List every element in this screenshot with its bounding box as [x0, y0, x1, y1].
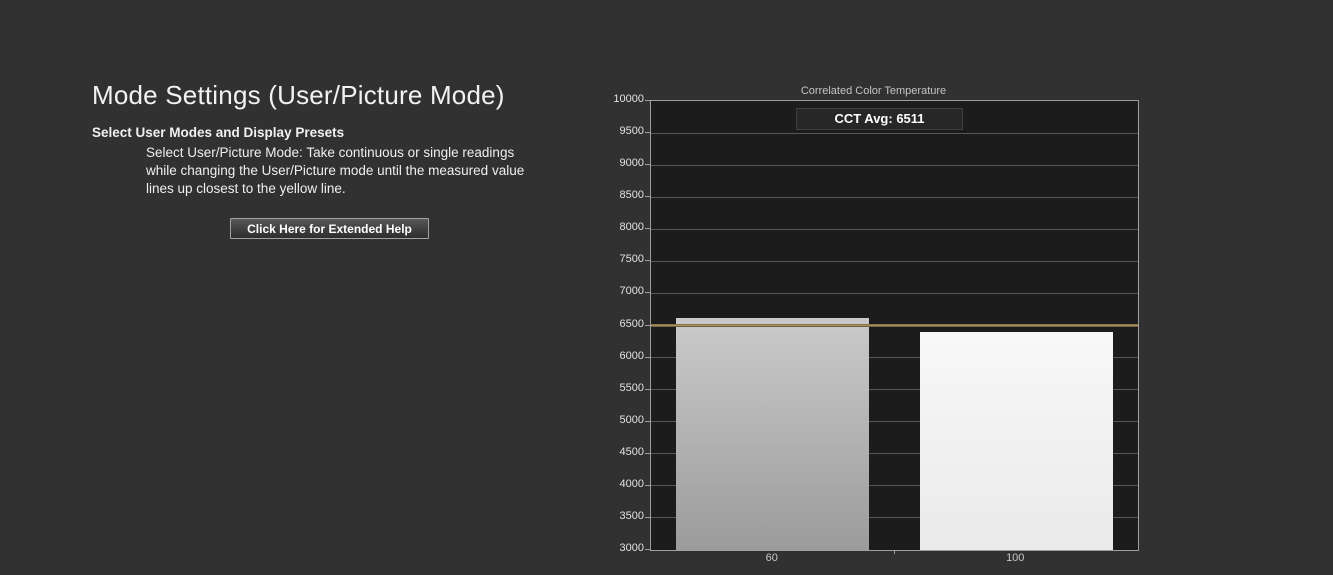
y-axis-tick-label: 6500 [619, 317, 644, 330]
gridline [651, 453, 1138, 455]
y-axis-tick-label: 5000 [619, 413, 644, 426]
gridline [651, 228, 1138, 230]
gridline [651, 389, 1138, 391]
y-axis-tick [645, 132, 650, 134]
gridline [651, 421, 1138, 423]
y-axis-tick-label: 9000 [619, 157, 644, 170]
y-axis-tick-label: 4000 [619, 477, 644, 490]
target-cct-line [651, 324, 1138, 327]
gridline [651, 132, 1138, 134]
gridline [651, 260, 1138, 262]
y-axis-tick-label: 5500 [619, 381, 644, 394]
cct-bar [676, 318, 870, 550]
y-axis-tick-label: 9500 [619, 125, 644, 138]
y-axis-tick-label: 6000 [619, 349, 644, 362]
gridline [651, 164, 1138, 166]
y-axis-tick [645, 388, 650, 390]
y-axis-tick-label: 7000 [619, 285, 644, 298]
cct-bar [919, 331, 1113, 550]
y-axis-tick [645, 292, 650, 294]
y-axis-tick [645, 196, 650, 198]
x-axis-tick-label: 100 [1006, 552, 1025, 564]
extended-help-button[interactable]: Click Here for Extended Help [230, 218, 429, 239]
instructions-text: Select User/Picture Mode: Take continuou… [146, 145, 525, 196]
y-axis-tick [645, 356, 650, 358]
page-title: Mode Settings (User/Picture Mode) [92, 80, 505, 110]
chart-title: Correlated Color Temperature [800, 85, 947, 97]
y-axis-tick-label: 7500 [619, 253, 644, 266]
section-subtitle: Select User Modes and Display Presets [92, 125, 345, 140]
x-axis-tick-label: 60 [765, 552, 778, 564]
cct-plot-area: CCT Avg: 6511 [650, 100, 1139, 551]
x-axis-tick [893, 550, 895, 554]
y-axis-tick-label: 8000 [619, 221, 644, 234]
y-axis-tick [645, 420, 650, 422]
y-axis-tick [645, 260, 650, 262]
gridline [651, 485, 1138, 487]
y-axis-tick [645, 100, 650, 101]
gridline [651, 196, 1138, 198]
y-axis-tick-label: 8500 [619, 189, 644, 202]
cct-average-badge: CCT Avg: 6511 [796, 108, 963, 130]
y-axis-tick [645, 549, 650, 550]
y-axis-tick [645, 452, 650, 454]
mode-settings-panel: Mode Settings (User/Picture Mode) Select… [92, 80, 562, 239]
gridline [651, 292, 1138, 294]
gridline [651, 517, 1138, 519]
y-axis-tick [645, 516, 650, 518]
y-axis-tick-label: 10000 [613, 93, 644, 105]
y-axis-tick [645, 228, 650, 230]
y-axis-tick-label: 3500 [619, 509, 644, 522]
y-axis-tick [645, 484, 650, 486]
y-axis-tick-label: 4500 [619, 445, 644, 458]
y-axis-tick [645, 164, 650, 166]
y-axis-tick-label: 3000 [619, 542, 644, 554]
gridline [651, 357, 1138, 359]
y-axis-tick [645, 324, 650, 326]
